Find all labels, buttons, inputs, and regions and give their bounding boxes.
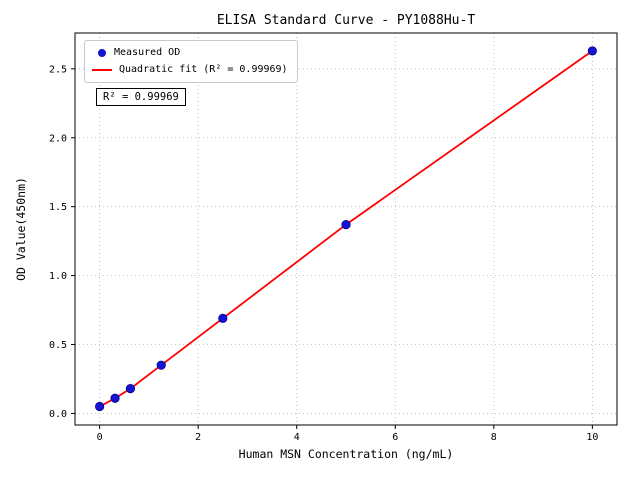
y-tick-label: 0.0 (49, 409, 67, 420)
data-point (156, 360, 166, 370)
x-axis-label: Human MSN Concentration (ng/mL) (238, 447, 454, 461)
plot-border (74, 32, 618, 426)
y-axis-label: OD Value(450nm) (14, 177, 28, 281)
legend-line-marker-icon (92, 69, 112, 71)
y-tick-label: 0.5 (49, 340, 67, 351)
x-tick-label: 6 (392, 432, 398, 443)
data-point (95, 401, 105, 412)
legend: Measured OD Quadratic fit (R² = 0.99969) (84, 40, 298, 83)
data-point (341, 219, 351, 230)
data-point (110, 393, 120, 403)
x-tick-label: 2 (195, 432, 201, 443)
y-tick-label: 2.5 (49, 64, 67, 75)
x-tick-label: 8 (491, 432, 497, 443)
legend-label-quadratic-fit: Quadratic fit (R² = 0.99969) (119, 64, 288, 75)
legend-label-measured-od: Measured OD (114, 47, 181, 58)
y-tick-label: 1.5 (49, 202, 67, 213)
x-tick-label: 0 (97, 432, 103, 443)
x-tick-label: 4 (294, 432, 300, 443)
data-point (125, 384, 136, 394)
y-tick-label: 1.0 (49, 271, 67, 282)
r-squared-annotation: R² = 0.99969 (96, 88, 186, 106)
x-tick-label: 10 (586, 432, 598, 443)
legend-dot-marker-icon (98, 49, 106, 57)
legend-item-measured-od: Measured OD (92, 46, 288, 60)
legend-item-quadratic-fit: Quadratic fit (R² = 0.99969) (92, 63, 288, 77)
chart-title: ELISA Standard Curve - PY1088Hu-T (216, 13, 476, 28)
data-point (587, 46, 597, 56)
y-tick-label: 2.0 (49, 133, 67, 144)
data-point (218, 313, 228, 323)
